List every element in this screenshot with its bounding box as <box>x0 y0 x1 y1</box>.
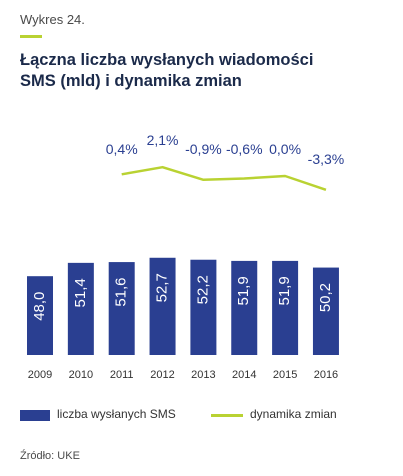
x-tick-label-2012: 2012 <box>150 369 174 381</box>
bar-value-label-2016: 50,2 <box>317 283 334 312</box>
dynamics-label-2012: 2,1% <box>147 132 179 148</box>
chart-title: Łączna liczba wysłanych wiadomości SMS (… <box>20 50 390 92</box>
bar-2016 <box>312 267 339 355</box>
bar-value-label-2010: 51,4 <box>72 278 89 307</box>
bar-2014 <box>231 260 258 355</box>
source-note: Źródło: UKE <box>20 450 80 462</box>
bar-value-label-2013: 52,2 <box>194 275 211 304</box>
x-tick-label-2013: 2013 <box>191 369 215 381</box>
accent-rule <box>20 35 42 38</box>
x-tick-label-2011: 2011 <box>110 369 134 381</box>
dynamics-label-2015: 0,0% <box>269 141 301 157</box>
legend-line-swatch <box>211 414 243 417</box>
chart-title-line-2: SMS (mld) i dynamika zmian <box>20 72 242 90</box>
x-tick-label-2016: 2016 <box>314 369 338 381</box>
legend-bars-label: liczba wysłanych SMS <box>57 407 176 421</box>
bar-value-label-2015: 51,9 <box>276 276 293 305</box>
chart-plot: 48,0 2009 51,4 2010 51,6 2011 52,7 2012 52,2 2013… <box>27 132 345 381</box>
x-tick-label-2015: 2015 <box>273 369 297 381</box>
bar-2012 <box>149 257 176 355</box>
x-tick-label-2014: 2014 <box>232 369 256 381</box>
x-tick-label-2010: 2010 <box>69 369 93 381</box>
bar-2011 <box>108 262 135 355</box>
dynamics-label-2013: -0,9% <box>185 141 222 157</box>
dynamics-label-2016: -3,3% <box>308 151 345 167</box>
legend-line-label: dynamika zmian <box>250 407 337 421</box>
bar-value-label-2014: 51,9 <box>235 276 252 305</box>
bar-value-label-2011: 51,6 <box>113 277 130 306</box>
bar-value-label-2012: 52,7 <box>154 273 171 302</box>
bar-2015 <box>272 260 299 355</box>
chart-title-line-1: Łączna liczba wysłanych wiadomości <box>20 51 314 69</box>
bar-2013 <box>190 259 217 355</box>
chart-kicker: Wykres 24. <box>20 12 85 27</box>
bar-2009 <box>27 276 53 355</box>
bar-2010 <box>67 262 94 355</box>
dynamics-label-2011: 0,4% <box>106 141 138 157</box>
dynamics-line <box>121 165 327 192</box>
x-tick-label-2009: 2009 <box>28 369 52 381</box>
dynamics-label-2014: -0,6% <box>226 141 263 157</box>
legend-bars-swatch <box>20 410 50 421</box>
bar-value-label-2009: 48,0 <box>31 292 48 321</box>
